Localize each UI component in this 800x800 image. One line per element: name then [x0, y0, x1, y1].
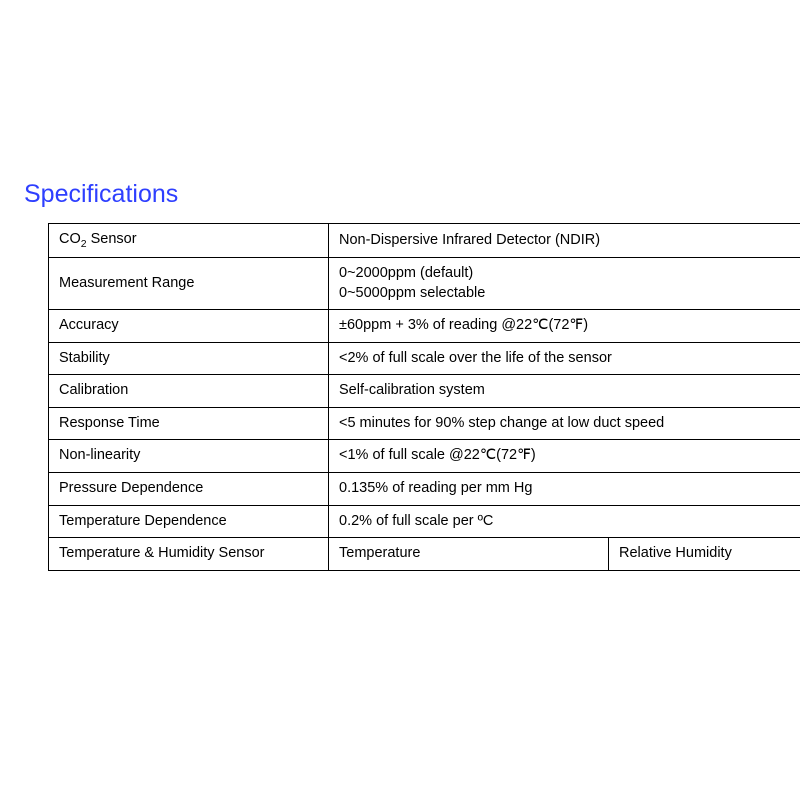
spec-value: ±60ppm + 3% of reading @22℃(72℉) [329, 310, 800, 343]
spec-value: <5 minutes for 90% step change at low du… [329, 407, 800, 440]
table-row: Accuracy±60ppm + 3% of reading @22℃(72℉) [49, 310, 800, 343]
spec-value: Self-calibration system [329, 375, 800, 408]
spec-label: Accuracy [49, 310, 329, 343]
specifications-table: CO2 SensorNon-Dispersive Infrared Detect… [48, 223, 800, 571]
table-row: CO2 SensorNon-Dispersive Infrared Detect… [49, 224, 800, 258]
specifications-heading: Specifications [24, 180, 800, 209]
spec-label: Response Time [49, 407, 329, 440]
spec-value: <1% of full scale @22℃(72℉) [329, 440, 800, 473]
subheader-temperature: Temperature [329, 538, 609, 571]
spec-label: Non-linearity [49, 440, 329, 473]
table-row: Temperature & Humidity SensorTemperature… [49, 538, 800, 571]
table-row: Temperature Dependence0.2% of full scale… [49, 505, 800, 538]
table-row: Measurement Range0~2000ppm (default)0~50… [49, 258, 800, 310]
spec-label: Measurement Range [49, 258, 329, 310]
spec-label: CO2 Sensor [49, 224, 329, 258]
table-row: Pressure Dependence0.135% of reading per… [49, 473, 800, 506]
spec-label: Stability [49, 342, 329, 375]
spec-label: Temperature Dependence [49, 505, 329, 538]
spec-value: 0.2% of full scale per ºC [329, 505, 800, 538]
spec-label: Pressure Dependence [49, 473, 329, 506]
table-row: CalibrationSelf-calibration system [49, 375, 800, 408]
spec-value: Non-Dispersive Infrared Detector (NDIR) [329, 224, 800, 258]
spec-label: Temperature & Humidity Sensor [49, 538, 329, 571]
table-row: Response Time<5 minutes for 90% step cha… [49, 407, 800, 440]
spec-value: 0.135% of reading per mm Hg [329, 473, 800, 506]
spec-label: Calibration [49, 375, 329, 408]
subheader-relative-humidity: Relative Humidity [609, 538, 800, 571]
specifications-tbody: CO2 SensorNon-Dispersive Infrared Detect… [49, 224, 800, 571]
table-row: Non-linearity<1% of full scale @22℃(72℉) [49, 440, 800, 473]
table-row: Stability<2% of full scale over the life… [49, 342, 800, 375]
spec-value: <2% of full scale over the life of the s… [329, 342, 800, 375]
spec-value: 0~2000ppm (default)0~5000ppm selectable [329, 258, 800, 310]
